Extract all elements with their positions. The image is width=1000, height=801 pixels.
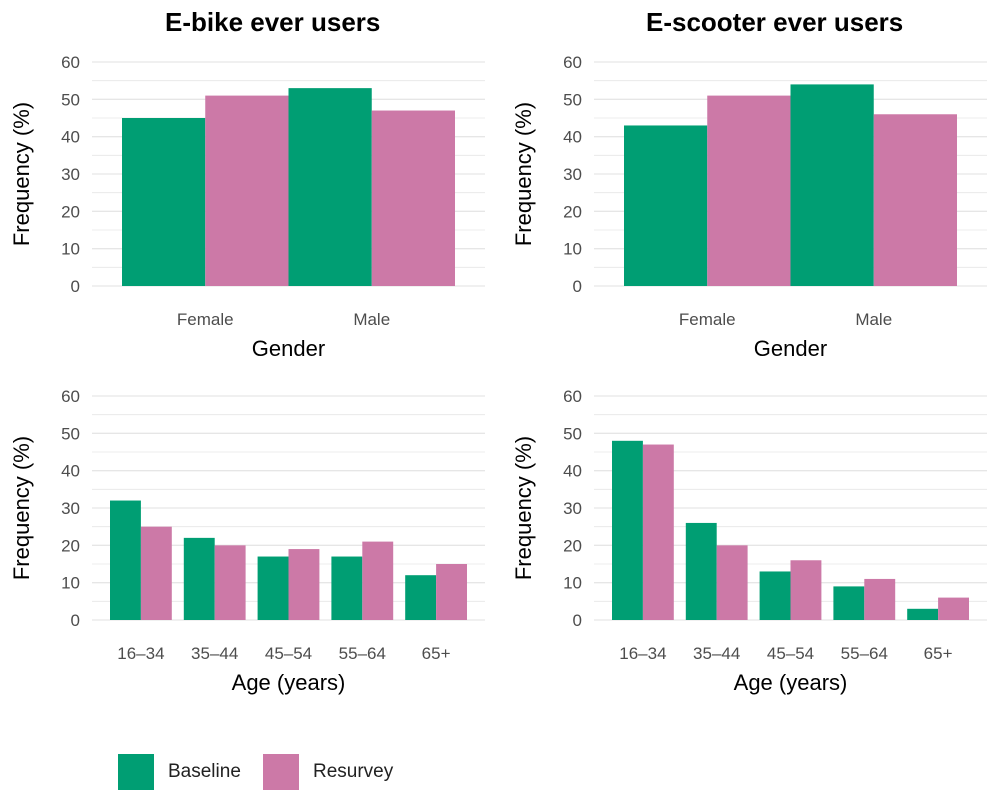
y-tick-label: 0 (71, 611, 80, 630)
y-axis-title: Frequency (%) (9, 436, 34, 580)
bar-resurvey-female (205, 95, 289, 286)
y-tick-label: 60 (563, 387, 582, 406)
x-tick-label: Female (177, 310, 234, 329)
x-axis-title: Age (years) (232, 670, 346, 695)
x-tick-label: 65+ (924, 644, 953, 663)
y-tick-label: 30 (61, 499, 80, 518)
y-axis-title: Frequency (%) (511, 102, 536, 246)
bar-resurvey-35-44 (214, 545, 246, 620)
x-tick-label: 45–54 (767, 644, 814, 663)
charts-svg: 0 10 20 30 40 50 60 Female Male Gender Frequency (… (9, 53, 987, 695)
bar-baseline-female (624, 125, 708, 286)
y-tick-label: 0 (573, 277, 582, 296)
panel-age-escooter: 0 10 20 30 40 50 60 16–34 35–44 45–54 55–64 65+ Age … (511, 387, 987, 695)
x-tick-label: 45–54 (265, 644, 312, 663)
legend-item-resurvey: Resurvey (263, 754, 393, 790)
x-axis-title: Gender (252, 336, 325, 361)
y-tick-label: 30 (563, 499, 582, 518)
bar-resurvey-female (707, 95, 791, 286)
panel-gender-ebike: 0 10 20 30 40 50 60 Female Male Gender Frequency (… (9, 53, 485, 361)
y-axis-title: Frequency (%) (9, 102, 34, 246)
y-tick-label: 20 (563, 202, 582, 221)
bar-resurvey-16-34 (642, 444, 674, 620)
y-axis-title: Frequency (%) (511, 436, 536, 580)
legend-swatch-baseline (118, 754, 154, 790)
y-tick-label: 20 (563, 536, 582, 555)
bar-baseline-55-64 (833, 586, 865, 620)
y-tick-label: 10 (563, 240, 582, 259)
y-tick-label: 50 (61, 424, 80, 443)
x-tick-label: Female (679, 310, 736, 329)
bar-resurvey-male (873, 114, 957, 287)
bar-resurvey-16-34 (140, 526, 172, 620)
bar-resurvey-35-44 (716, 545, 748, 620)
y-tick-label: 10 (563, 574, 582, 593)
x-tick-label: 55–64 (841, 644, 888, 663)
x-tick-label: 55–64 (339, 644, 386, 663)
bar-resurvey-55-64 (864, 578, 896, 620)
bar-resurvey-male (371, 110, 455, 287)
y-tick-label: 40 (61, 128, 80, 147)
legend-label-baseline: Baseline (168, 761, 241, 782)
x-tick-label: 16–34 (619, 644, 666, 663)
y-tick-label: 30 (61, 165, 80, 184)
bar-baseline-35-44 (183, 537, 215, 620)
ebike-column-title: E-bike ever users (165, 7, 381, 37)
bar-baseline-65 (405, 575, 437, 620)
y-tick-label: 40 (563, 128, 582, 147)
legend-item-baseline: Baseline (118, 754, 241, 790)
y-tick-label: 10 (61, 240, 80, 259)
bar-resurvey-45-54 (288, 549, 320, 620)
legend-label-resurvey: Resurvey (313, 761, 394, 782)
x-tick-label: 35–44 (693, 644, 740, 663)
x-tick-label: Male (855, 310, 892, 329)
bar-baseline-45-54 (257, 556, 289, 620)
x-axis-title: Age (years) (734, 670, 848, 695)
x-tick-label: 16–34 (117, 644, 164, 663)
y-tick-label: 50 (563, 424, 582, 443)
bar-baseline-16-34 (110, 500, 141, 620)
y-tick-label: 10 (61, 574, 80, 593)
bar-baseline-55-64 (331, 556, 363, 620)
bar-resurvey-65 (938, 597, 969, 620)
x-tick-label: 35–44 (191, 644, 238, 663)
bar-resurvey-65 (436, 564, 467, 620)
y-tick-label: 50 (61, 90, 80, 109)
bar-baseline-male (790, 84, 874, 287)
y-tick-label: 60 (61, 53, 80, 72)
y-tick-label: 50 (563, 90, 582, 109)
y-tick-label: 30 (563, 165, 582, 184)
escooter-column-title: E-scooter ever users (646, 7, 904, 37)
y-tick-label: 40 (563, 462, 582, 481)
bar-resurvey-45-54 (790, 560, 822, 620)
bar-baseline-45-54 (759, 571, 791, 620)
bar-resurvey-55-64 (362, 541, 394, 620)
panel-age-ebike: 0 10 20 30 40 50 60 16–34 35–44 45–54 55–64 65+ Age … (9, 387, 485, 695)
bar-baseline-35-44 (685, 522, 717, 620)
x-tick-label: 65+ (422, 644, 451, 663)
panel-gender-escooter: 0 10 20 30 40 50 60 Female Male Gender Frequency (… (511, 53, 987, 361)
legend-swatch-resurvey (263, 754, 299, 790)
y-tick-label: 0 (573, 611, 582, 630)
bar-baseline-female (122, 118, 206, 286)
bar-baseline-male (288, 88, 372, 286)
bar-baseline-65 (907, 608, 939, 620)
y-tick-label: 0 (71, 277, 80, 296)
x-tick-label: Male (353, 310, 390, 329)
y-tick-label: 40 (61, 462, 80, 481)
y-tick-label: 60 (61, 387, 80, 406)
y-tick-label: 60 (563, 53, 582, 72)
bar-baseline-16-34 (612, 440, 643, 620)
x-axis-title: Gender (754, 336, 827, 361)
y-tick-label: 20 (61, 202, 80, 221)
y-tick-label: 20 (61, 536, 80, 555)
